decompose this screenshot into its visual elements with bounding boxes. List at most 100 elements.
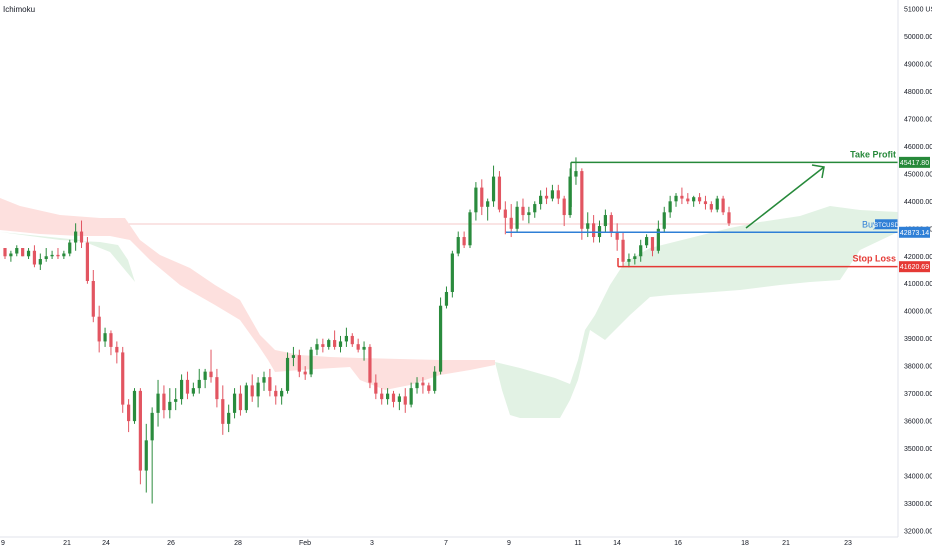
y-tick-label: 33000.00 (904, 501, 932, 508)
candle-body (686, 198, 690, 202)
candle-body (85, 242, 90, 281)
candle-body (238, 393, 243, 411)
candle-body (374, 382, 378, 394)
indicator-label: Ichimoku (3, 5, 36, 14)
candle-body (156, 393, 160, 413)
y-tick-label: 39000.00 (904, 336, 932, 343)
candle-body (44, 256, 48, 260)
candle-body (362, 346, 366, 350)
candle-body (433, 371, 437, 391)
candle-body (79, 231, 84, 243)
candle-body (627, 259, 631, 262)
candle-body (274, 390, 278, 397)
bear-cloud (0, 198, 495, 390)
y-tick-label: 36000.00 (904, 419, 932, 426)
candle-body (633, 256, 637, 260)
x-tick-label: 11 (574, 540, 581, 547)
projection-arrow (745, 166, 825, 229)
x-tick-label: 21 (782, 540, 790, 547)
candle-body (162, 393, 166, 411)
candle-body (592, 223, 596, 238)
candle-body (144, 440, 148, 471)
candle-body (715, 198, 719, 210)
price-tag-bg (899, 261, 930, 273)
candle-body (397, 396, 401, 402)
candle-body (697, 197, 702, 202)
candle-body (197, 379, 201, 389)
candle-body (280, 390, 284, 397)
candle-body (91, 280, 95, 317)
candle-body (474, 187, 478, 213)
x-tick-label: 9 (1, 540, 5, 547)
candle-body (539, 195, 543, 205)
candle-body (297, 355, 301, 372)
symbol-tag: BTCUSD (874, 223, 899, 229)
candle-body (680, 195, 684, 199)
arrow-head (811, 164, 825, 179)
candle-body (309, 349, 313, 375)
candle-body (333, 340, 337, 347)
y-tick-label: 49000.00 (904, 61, 932, 68)
candle-body (191, 388, 195, 394)
price-tags: 45417.80 42873.14 41620.69 (899, 156, 930, 273)
candle-body (486, 201, 490, 207)
candle-body (656, 228, 660, 251)
candle-body (262, 377, 266, 383)
x-tick-label: 28 (234, 540, 242, 547)
candle-body (74, 231, 78, 243)
candle-body (615, 231, 619, 240)
y-tick-label: 42000.00 (904, 254, 932, 261)
candle-body (132, 390, 137, 422)
candle-body (674, 195, 678, 202)
candle-body (315, 344, 319, 350)
candle-body (103, 333, 107, 342)
y-tick-label: 47000.00 (904, 116, 932, 123)
candle-body (209, 371, 213, 378)
x-tick-label: 21 (63, 540, 71, 547)
x-tick-label: 24 (102, 540, 110, 547)
candle-body (603, 215, 607, 227)
candle-body (709, 204, 713, 210)
price-tag: 41620.69 (900, 264, 929, 271)
candle-body (215, 377, 219, 400)
candle-body (550, 190, 555, 199)
candle-body (62, 253, 66, 257)
price-tag-bg (899, 226, 930, 238)
candle-body (56, 254, 60, 257)
candle-body (268, 377, 272, 391)
candle-body (515, 206, 519, 229)
y-tick-label: 48000.00 (904, 89, 932, 96)
candle-body (409, 388, 413, 405)
candle-body (221, 399, 225, 424)
candle-body (480, 187, 484, 207)
candle-body (38, 259, 42, 265)
ichimoku-cloud (0, 198, 898, 418)
candle-body (533, 204, 537, 213)
bull-cloud (0, 232, 135, 282)
candle-body (503, 209, 507, 218)
candle-body (256, 382, 260, 397)
candle-body (368, 346, 372, 383)
candle-body (15, 248, 19, 254)
candle-body (527, 212, 531, 216)
stop-loss-label: Stop Loss (852, 254, 896, 264)
y-tick-label: 45000.00 (904, 171, 932, 178)
bull-cloud (495, 206, 898, 418)
candle-body (150, 412, 154, 441)
candle-body (644, 237, 649, 246)
candle-body (727, 212, 731, 224)
y-tick-label: 38000.00 (904, 364, 932, 371)
candle-body (380, 393, 384, 400)
candle-body (109, 333, 113, 347)
y-tick-label: 37000.00 (904, 391, 932, 398)
candle-body (244, 385, 248, 411)
candle-body (174, 399, 178, 402)
candle-body (303, 371, 307, 375)
candle-body (415, 382, 419, 389)
x-tick-label: Feb (299, 540, 311, 547)
candle-body (521, 206, 525, 216)
candle-body (562, 198, 566, 216)
candle-body (386, 393, 390, 400)
